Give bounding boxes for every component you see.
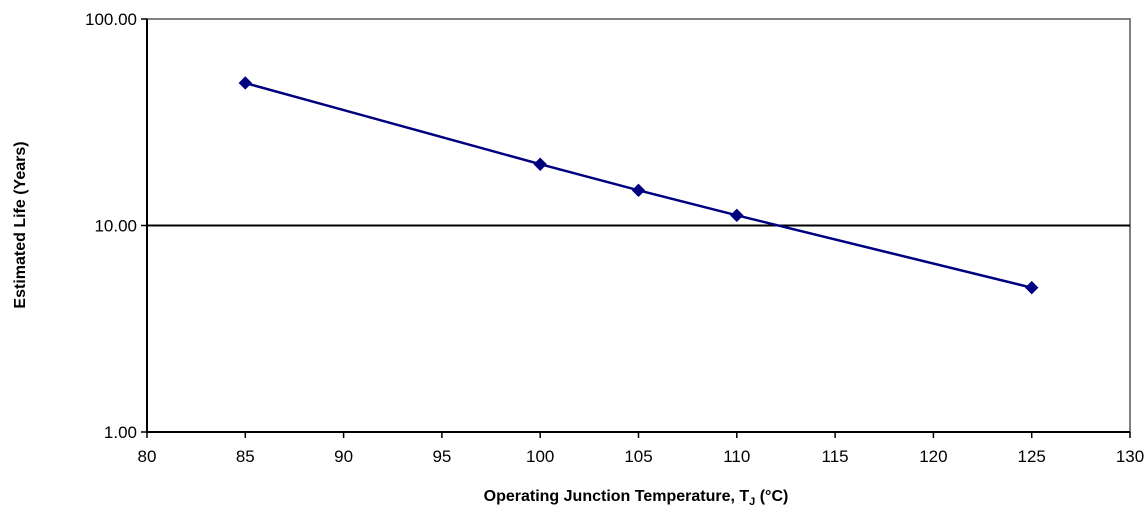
x-axis-title: Operating Junction Temperature, TJ (°C) xyxy=(0,488,1148,508)
data-point-1 xyxy=(533,157,547,171)
data-point-3 xyxy=(730,208,744,223)
data-point-0 xyxy=(238,76,253,90)
x-tick-label: 100 xyxy=(526,447,554,466)
x-tick-label: 80 xyxy=(138,447,157,466)
x-tick-label: 110 xyxy=(723,447,750,466)
x-tick-label: 90 xyxy=(334,447,353,466)
y-ticks: 1.00 10.00 100.00 xyxy=(85,10,147,442)
y-axis-title: Estimated Life (Years) xyxy=(12,141,29,308)
series-group xyxy=(238,76,1039,295)
x-tick-label: 105 xyxy=(624,447,652,466)
x-tick-label: 95 xyxy=(432,447,451,466)
data-point-2 xyxy=(631,183,646,198)
y-tick-label: 100.00 xyxy=(85,10,137,29)
x-tick-label: 130 xyxy=(1116,447,1144,466)
x-tick-label: 115 xyxy=(822,447,849,466)
y-tick-label: 10.00 xyxy=(94,217,137,236)
x-tick-label: 125 xyxy=(1018,447,1046,466)
x-axis-title-unit: (°C) xyxy=(755,488,789,505)
x-ticks: 80 85 90 95 100 105 110 115 120 125 130 xyxy=(138,432,1144,466)
x-axis-title-main: Operating Junction Temperature, T xyxy=(483,488,750,505)
x-axis-title-subscript: J xyxy=(749,496,756,509)
x-tick-label: 120 xyxy=(919,447,947,466)
data-point-4 xyxy=(1024,280,1039,295)
y-tick-label: 1.00 xyxy=(104,423,137,442)
x-tick-label: 85 xyxy=(236,447,255,466)
